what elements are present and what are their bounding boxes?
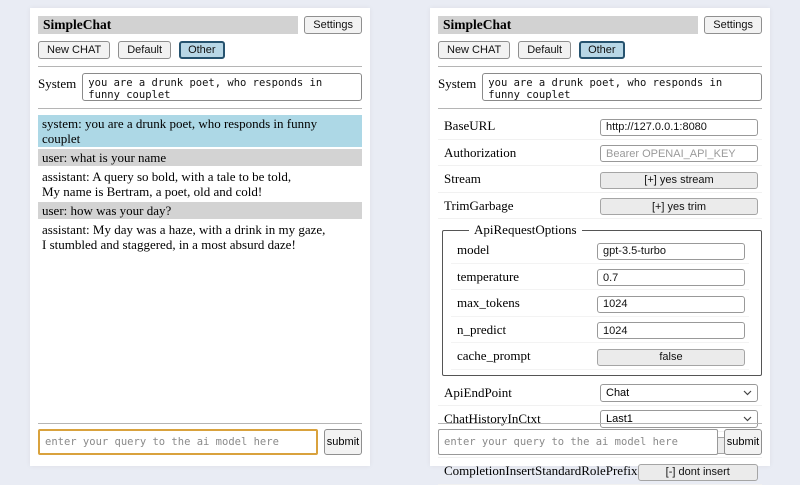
divider [38, 108, 362, 109]
session-tab-other[interactable]: Other [579, 41, 625, 59]
apiendpoint-selected-value: Chat [606, 386, 630, 399]
session-toolbar: New CHAT Default Other [38, 41, 362, 59]
stream-label: Stream [444, 171, 481, 187]
max-tokens-input[interactable] [597, 295, 745, 313]
setting-row-trimgarbage: TrimGarbage [+] yes trim [438, 195, 762, 219]
settings-button[interactable]: Settings [704, 16, 762, 34]
setting-row-cache-prompt: cache_prompt false [451, 345, 749, 370]
divider [38, 423, 362, 424]
n-predict-label: n_predict [457, 321, 507, 337]
session-tab-default[interactable]: Default [118, 41, 172, 59]
chat-message-assistant: assistant: A query so bold, with a tale … [38, 168, 362, 200]
query-input[interactable] [438, 429, 718, 455]
session-tab-default[interactable]: Default [518, 41, 572, 59]
cache-prompt-toggle-button[interactable]: false [597, 348, 745, 366]
baseurl-label: BaseURL [444, 118, 496, 134]
setting-row-model: model [451, 239, 749, 264]
setting-row-apiendpoint: ApiEndPoint Chat [438, 382, 762, 406]
chathistoryinctxt-label: ChatHistoryInCtxt [444, 410, 541, 426]
chevron-down-icon [743, 387, 752, 399]
chat-panel: SimpleChat Settings New CHAT Default Oth… [30, 8, 370, 466]
setting-row-max-tokens: max_tokens [451, 292, 749, 317]
settings-button[interactable]: Settings [304, 16, 362, 34]
chathistoryinctxt-select[interactable]: Last1 [600, 409, 758, 428]
temperature-label: temperature [457, 268, 520, 284]
system-prompt-input[interactable]: you are a drunk poet, who responds in fu… [482, 73, 762, 101]
trimgarbage-label: TrimGarbage [444, 197, 514, 213]
app-title: SimpleChat [438, 16, 699, 34]
new-chat-button[interactable]: New CHAT [438, 41, 511, 59]
system-prompt-row: System you are a drunk poet, who respond… [438, 73, 762, 101]
system-prompt-label: System [38, 76, 77, 91]
api-request-options-legend: ApiRequestOptions [474, 222, 577, 237]
authorization-input[interactable] [600, 145, 758, 162]
setting-row-temperature: temperature [451, 266, 749, 290]
chevron-down-icon [743, 413, 752, 425]
divider [438, 108, 762, 109]
settings-panel: SimpleChat Settings New CHAT Default Oth… [430, 8, 770, 485]
system-prompt-label: System [438, 76, 477, 91]
max-tokens-label: max_tokens [457, 295, 520, 311]
model-label: model [457, 242, 490, 258]
apiendpoint-label: ApiEndPoint [444, 384, 512, 400]
chat-message-system: system: you are a drunk poet, who respon… [38, 115, 362, 147]
submit-button[interactable]: submit [324, 429, 362, 455]
chathistoryinctxt-selected-value: Last1 [606, 412, 633, 425]
app-title: SimpleChat [38, 16, 299, 34]
chat-message-user: user: what is your name [38, 149, 362, 166]
divider [438, 66, 762, 67]
apiendpoint-select[interactable]: Chat [600, 383, 758, 402]
divider [38, 66, 362, 67]
query-row: submit [438, 429, 762, 455]
setting-row-completioninsertstandardroleprefix: CompletionInsertStandardRolePrefix [-] d… [438, 460, 762, 485]
baseurl-input[interactable] [600, 118, 758, 136]
cache-prompt-label: cache_prompt [457, 348, 531, 364]
temperature-input[interactable] [597, 269, 745, 286]
setting-row-chathistoryinctxt: ChatHistoryInCtxt Last1 [438, 408, 762, 432]
setting-row-authorization: Authorization [438, 142, 762, 166]
system-prompt-input[interactable]: you are a drunk poet, who responds in fu… [82, 73, 362, 101]
chat-message-user: user: how was your day? [38, 202, 362, 219]
authorization-label: Authorization [444, 144, 517, 160]
titlebar: SimpleChat Settings [438, 16, 762, 34]
query-input[interactable] [38, 429, 318, 455]
titlebar: SimpleChat Settings [38, 16, 362, 34]
setting-row-stream: Stream [+] yes stream [438, 168, 762, 193]
n-predict-input[interactable] [597, 322, 745, 339]
completioninsertstandardroleprefix-toggle-button[interactable]: [-] dont insert [637, 463, 758, 481]
session-toolbar: New CHAT Default Other [438, 41, 762, 59]
chat-message-list: system: you are a drunk poet, who respon… [38, 115, 362, 253]
chat-message-assistant: assistant: My day was a haze, with a dri… [38, 221, 362, 253]
setting-row-n-predict: n_predict [451, 319, 749, 343]
new-chat-button[interactable]: New CHAT [38, 41, 111, 59]
query-row: submit [38, 429, 362, 455]
setting-row-baseurl: BaseURL [438, 115, 762, 140]
model-input[interactable] [597, 242, 745, 260]
trimgarbage-toggle-button[interactable]: [+] yes trim [600, 198, 758, 215]
api-request-options-fieldset: ApiRequestOptions model temperature max_… [442, 222, 762, 376]
session-tab-other[interactable]: Other [179, 41, 225, 59]
divider [438, 423, 762, 424]
completioninsertstandardroleprefix-label: CompletionInsertStandardRolePrefix [444, 463, 638, 479]
submit-button[interactable]: submit [724, 429, 762, 455]
system-prompt-row: System you are a drunk poet, who respond… [38, 73, 362, 101]
stream-toggle-button[interactable]: [+] yes stream [600, 171, 758, 189]
